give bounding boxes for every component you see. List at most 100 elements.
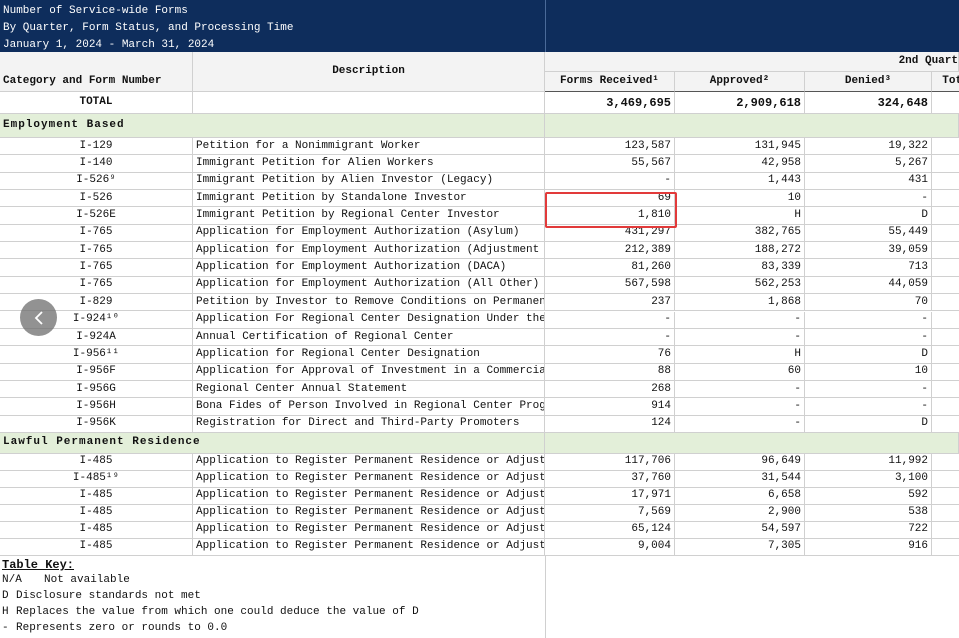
cell	[932, 488, 959, 505]
description: Immigrant Petition by Regional Center In…	[193, 207, 545, 225]
description: Bona Fides of Person Involved in Regiona…	[193, 398, 545, 416]
denied-value: 592	[805, 487, 932, 505]
cell	[932, 312, 959, 329]
description: Immigrant Petition by Alien Investor (Le…	[193, 172, 545, 191]
title-line: By Quarter, Form Status, and Processing …	[3, 22, 294, 34]
denied-value: 19,322	[805, 138, 932, 156]
cell	[932, 416, 959, 433]
cell	[932, 505, 959, 522]
total-value: 3,469,695	[545, 92, 675, 114]
form-number: I-485	[0, 487, 193, 505]
title-band	[0, 0, 959, 52]
description: Petition for a Nonimmigrant Worker	[193, 138, 545, 156]
cell	[932, 329, 959, 347]
denied-value: 5,267	[805, 155, 932, 173]
total-label: TOTAL	[0, 92, 193, 114]
approved-value: 1,443	[675, 172, 805, 191]
cell	[932, 207, 959, 225]
description: Immigrant Petition for Alien Workers	[193, 155, 545, 173]
form-number: I-924¹⁰	[0, 311, 193, 329]
cell	[932, 173, 959, 191]
column-header: Tota	[932, 72, 959, 92]
description: Application to Register Permanent Reside…	[193, 453, 545, 471]
denied-value: 431	[805, 172, 932, 191]
cell	[932, 522, 959, 539]
section-header: Employment Based	[0, 114, 545, 138]
form-number: I-485¹⁹	[0, 470, 193, 488]
cell	[932, 398, 959, 416]
received-value: 9,004	[545, 538, 675, 556]
form-number: I-829	[0, 294, 193, 312]
description: Application to Register Permanent Reside…	[193, 487, 545, 505]
previous-button[interactable]	[20, 299, 57, 336]
approved-value: -	[675, 398, 805, 416]
form-number: I-526E	[0, 207, 193, 225]
received-value: -	[545, 328, 675, 347]
form-number: I-129	[0, 138, 193, 156]
denied-value: -	[805, 190, 932, 208]
denied-value: 916	[805, 538, 932, 556]
description: Application for Approval of Investment i…	[193, 363, 545, 381]
key-code: D	[2, 589, 9, 602]
chevron-icon	[34, 310, 43, 325]
denied-value: -	[805, 380, 932, 399]
form-number: I-765	[0, 259, 193, 277]
received-value: 55,567	[545, 155, 675, 173]
denied-value: 55,449	[805, 224, 932, 243]
form-number: I-485	[0, 538, 193, 556]
description: Application for Regional Center Designat…	[193, 346, 545, 364]
received-value: 37,760	[545, 470, 675, 488]
approved-value: 10	[675, 190, 805, 208]
description: Application for Employment Authorization…	[193, 259, 545, 277]
cell	[932, 259, 959, 277]
approved-value: 96,649	[675, 453, 805, 471]
form-number: I-956K	[0, 415, 193, 433]
form-number: I-485	[0, 504, 193, 522]
description: Immigrant Petition by Standalone Investo…	[193, 190, 545, 208]
description: Application for Employment Authorization…	[193, 242, 545, 260]
received-value: 124	[545, 415, 675, 433]
cell	[932, 364, 959, 381]
section-header-fill	[545, 432, 959, 454]
cell	[932, 381, 959, 399]
denied-value: 11,992	[805, 453, 932, 471]
approved-value: 131,945	[675, 138, 805, 156]
key-code: N/A	[2, 573, 22, 586]
approved-value: 7,305	[675, 538, 805, 556]
form-number: I-140	[0, 155, 193, 173]
description: Application to Register Permanent Reside…	[193, 538, 545, 556]
column-header: Approved²	[675, 72, 805, 92]
key-meaning: Replaces the value from which one could …	[16, 605, 419, 618]
key-code: H	[2, 605, 9, 618]
table-key-title: Table Key:	[2, 557, 75, 572]
denied-value: 538	[805, 504, 932, 522]
received-value: 88	[545, 363, 675, 381]
approved-value: H	[675, 207, 805, 225]
received-value: -	[545, 172, 675, 191]
key-divider	[545, 555, 546, 638]
title-divider	[545, 0, 546, 52]
form-number: I-924A	[0, 328, 193, 347]
cell	[932, 92, 959, 114]
cell	[932, 471, 959, 488]
approved-value: -	[675, 311, 805, 329]
received-value: 17,971	[545, 487, 675, 505]
approved-value: -	[675, 380, 805, 399]
received-value: 76	[545, 346, 675, 364]
cell	[932, 346, 959, 364]
approved-value: 60	[675, 363, 805, 381]
column-header: Forms Received¹	[545, 72, 675, 92]
approved-value: 54,597	[675, 521, 805, 539]
received-value: 81,260	[545, 259, 675, 277]
description: Application to Register Permanent Reside…	[193, 504, 545, 522]
received-value: 1,810	[545, 207, 675, 225]
key-code: -	[2, 621, 9, 634]
approved-value: 562,253	[675, 276, 805, 295]
key-meaning: Disclosure standards not met	[16, 589, 201, 602]
received-value: 7,569	[545, 504, 675, 522]
received-value: 567,598	[545, 276, 675, 295]
approved-value: 6,658	[675, 487, 805, 505]
denied-value: 3,100	[805, 470, 932, 488]
denied-value: 722	[805, 521, 932, 539]
description: Petition by Investor to Remove Condition…	[193, 294, 545, 312]
